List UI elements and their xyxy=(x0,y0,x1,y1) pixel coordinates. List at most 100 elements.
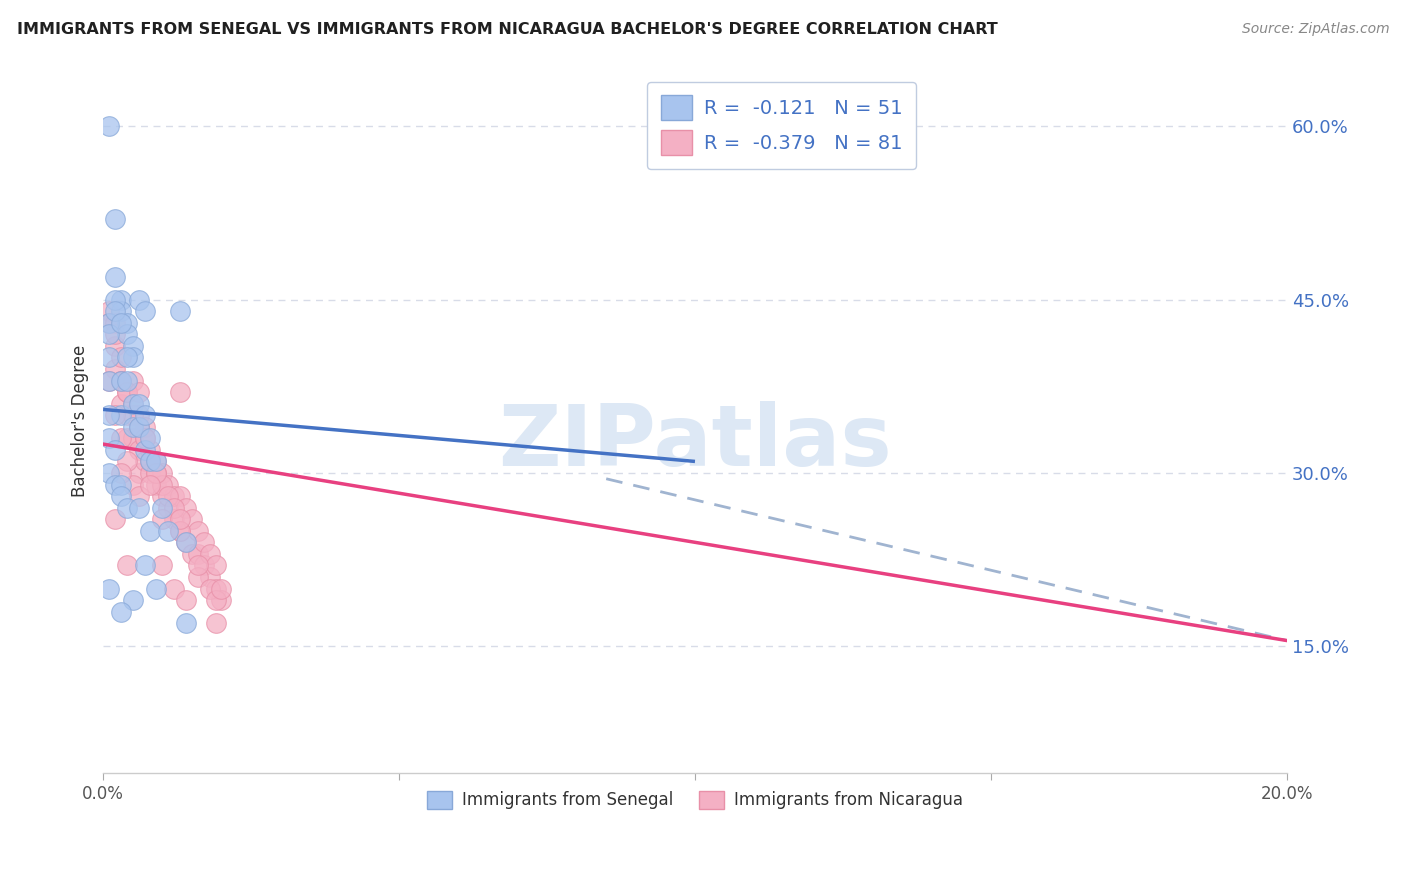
Point xyxy=(104,269,127,284)
Point xyxy=(104,211,127,226)
Point xyxy=(128,466,150,480)
Point xyxy=(98,408,121,422)
Point xyxy=(110,374,132,388)
Point xyxy=(139,466,162,480)
Point xyxy=(121,397,143,411)
Point xyxy=(145,454,167,468)
Point xyxy=(110,374,132,388)
Point xyxy=(145,477,167,491)
Point xyxy=(128,419,150,434)
Point xyxy=(110,374,132,388)
Point xyxy=(139,431,162,445)
Point xyxy=(115,558,138,573)
Point xyxy=(128,385,150,400)
Point xyxy=(128,419,150,434)
Point xyxy=(139,477,162,491)
Point xyxy=(98,120,121,134)
Point xyxy=(198,570,221,584)
Point xyxy=(110,408,132,422)
Point xyxy=(204,558,226,573)
Point xyxy=(110,397,132,411)
Point xyxy=(174,535,197,549)
Point xyxy=(169,304,191,318)
Point xyxy=(174,500,197,515)
Point xyxy=(121,374,143,388)
Point xyxy=(98,374,121,388)
Point xyxy=(204,616,226,631)
Point xyxy=(98,316,121,330)
Point xyxy=(204,593,226,607)
Point xyxy=(139,442,162,457)
Point xyxy=(134,558,156,573)
Point xyxy=(193,535,215,549)
Point xyxy=(163,500,186,515)
Point xyxy=(104,362,127,376)
Point xyxy=(104,316,127,330)
Point xyxy=(115,408,138,422)
Point xyxy=(134,304,156,318)
Point xyxy=(145,454,167,468)
Point xyxy=(128,293,150,307)
Point xyxy=(134,431,156,445)
Point xyxy=(128,489,150,503)
Point xyxy=(115,500,138,515)
Point xyxy=(121,431,143,445)
Point xyxy=(128,442,150,457)
Text: IMMIGRANTS FROM SENEGAL VS IMMIGRANTS FROM NICARAGUA BACHELOR'S DEGREE CORRELATI: IMMIGRANTS FROM SENEGAL VS IMMIGRANTS FR… xyxy=(17,22,998,37)
Point xyxy=(115,385,138,400)
Point xyxy=(169,524,191,538)
Point xyxy=(134,419,156,434)
Point xyxy=(169,524,191,538)
Point xyxy=(98,304,121,318)
Point xyxy=(115,454,138,468)
Point xyxy=(174,593,197,607)
Point xyxy=(121,477,143,491)
Point xyxy=(150,558,173,573)
Point xyxy=(211,582,233,596)
Point xyxy=(104,408,127,422)
Point xyxy=(187,547,209,561)
Point xyxy=(134,442,156,457)
Point xyxy=(204,582,226,596)
Point xyxy=(110,316,132,330)
Point xyxy=(110,351,132,365)
Point xyxy=(115,316,138,330)
Point xyxy=(139,454,162,468)
Point xyxy=(174,535,197,549)
Point xyxy=(98,466,121,480)
Point xyxy=(169,512,191,526)
Point xyxy=(180,547,202,561)
Point xyxy=(134,431,156,445)
Point xyxy=(128,397,150,411)
Point xyxy=(193,558,215,573)
Point xyxy=(134,408,156,422)
Point xyxy=(121,419,143,434)
Point xyxy=(104,512,127,526)
Point xyxy=(110,304,132,318)
Point xyxy=(121,408,143,422)
Point xyxy=(104,477,127,491)
Point xyxy=(104,339,127,353)
Point xyxy=(211,593,233,607)
Point xyxy=(115,374,138,388)
Point xyxy=(110,466,132,480)
Point xyxy=(145,582,167,596)
Point xyxy=(198,547,221,561)
Point xyxy=(157,477,180,491)
Point xyxy=(169,385,191,400)
Point xyxy=(150,466,173,480)
Point xyxy=(180,512,202,526)
Point xyxy=(121,593,143,607)
Point xyxy=(98,327,121,342)
Point xyxy=(198,582,221,596)
Point xyxy=(169,489,191,503)
Point xyxy=(115,327,138,342)
Point xyxy=(145,466,167,480)
Point xyxy=(174,616,197,631)
Point xyxy=(128,408,150,422)
Point xyxy=(157,500,180,515)
Point xyxy=(98,351,121,365)
Text: Source: ZipAtlas.com: Source: ZipAtlas.com xyxy=(1241,22,1389,37)
Point xyxy=(163,582,186,596)
Point xyxy=(187,558,209,573)
